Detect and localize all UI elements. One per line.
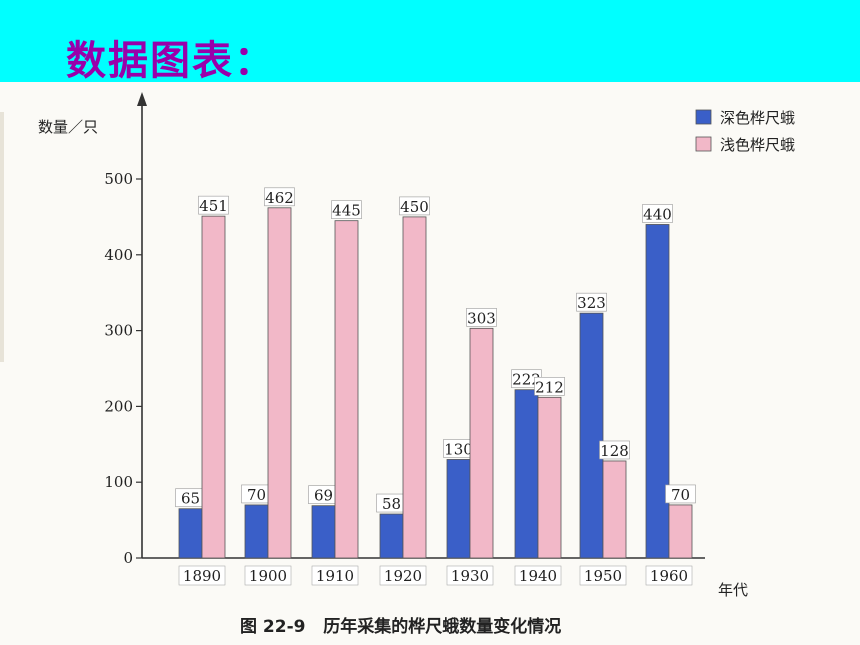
data-label: 222 <box>512 371 541 389</box>
data-label: 212 <box>535 378 564 396</box>
x-tick-label-box <box>311 565 359 586</box>
bar-dark <box>244 504 269 559</box>
data-label: 450 <box>400 198 429 216</box>
bar-dark <box>579 312 604 559</box>
x-tick-label-box <box>514 565 562 586</box>
data-label: 462 <box>265 189 294 207</box>
y-axis-label: 数量／只 <box>38 118 98 136</box>
x-tick-label: 1900 <box>249 567 287 585</box>
data-label: 130 <box>444 440 473 458</box>
data-label-box <box>466 308 497 327</box>
page-title: 数据图表： <box>66 38 276 84</box>
data-label: 303 <box>467 309 496 327</box>
bar-light <box>201 215 226 559</box>
data-label: 323 <box>577 294 606 312</box>
data-label: 445 <box>332 202 361 220</box>
legend-swatch <box>695 109 712 125</box>
data-label: 58 <box>382 495 401 513</box>
page-edge <box>0 112 4 362</box>
bar-light <box>334 220 359 559</box>
x-tick-label: 1920 <box>384 567 422 585</box>
x-tick-label-box <box>579 565 627 586</box>
bar-dark <box>311 505 336 559</box>
y-tick-label: 400 <box>104 246 133 264</box>
x-axis-label: 年代 <box>718 581 748 599</box>
bar-dark <box>379 513 404 559</box>
data-label: 128 <box>600 442 629 460</box>
data-label-box <box>198 195 229 215</box>
data-label-box <box>665 484 696 504</box>
data-label: 65 <box>181 490 200 508</box>
bar-light <box>602 460 627 559</box>
figure-area <box>0 82 860 645</box>
data-label: 440 <box>643 205 672 223</box>
bar-light <box>267 207 292 559</box>
bar-light <box>537 396 562 559</box>
legend-label: 浅色桦尺蛾 <box>720 136 795 154</box>
legend-label: 深色桦尺蛾 <box>720 109 795 127</box>
data-label: 451 <box>199 197 228 215</box>
y-tick-label: 300 <box>104 322 133 340</box>
data-label-box <box>331 200 362 219</box>
x-tick-label-box <box>244 565 292 586</box>
bar-dark <box>446 459 471 559</box>
bar-dark <box>178 508 203 559</box>
x-tick-label: 1960 <box>650 567 688 585</box>
header-band <box>0 0 860 82</box>
x-tick-label: 1890 <box>183 567 221 585</box>
data-label-box <box>264 187 295 207</box>
legend-swatch <box>695 136 712 152</box>
data-label-box <box>534 377 565 396</box>
y-tick-label: 0 <box>123 549 133 567</box>
x-tick-label-box <box>379 565 427 586</box>
data-label: 70 <box>247 486 266 504</box>
bar-dark <box>514 389 539 559</box>
bar-light <box>469 327 494 559</box>
data-label: 70 <box>671 486 690 504</box>
x-tick-label: 1950 <box>584 567 622 585</box>
x-tick-label: 1910 <box>316 567 354 585</box>
x-tick-label: 1940 <box>519 567 557 585</box>
data-label-box <box>599 440 630 460</box>
y-tick-label: 100 <box>104 473 133 491</box>
y-tick-label: 500 <box>104 170 133 188</box>
data-label-box <box>576 292 607 312</box>
y-tick-label: 200 <box>104 397 133 415</box>
y-axis-arrow <box>137 92 147 106</box>
x-tick-label: 1930 <box>451 567 489 585</box>
bar-light <box>668 504 693 559</box>
x-tick-label-box <box>178 565 226 586</box>
x-tick-label-box <box>645 565 693 586</box>
data-label-box <box>642 204 673 223</box>
data-label: 69 <box>314 487 333 505</box>
bar-light <box>402 216 427 559</box>
figure-caption: 图 22-9 历年采集的桦尺蛾数量变化情况 <box>240 617 562 637</box>
data-label-box <box>399 196 430 216</box>
x-tick-label-box <box>446 565 494 586</box>
bar-dark <box>645 224 670 559</box>
